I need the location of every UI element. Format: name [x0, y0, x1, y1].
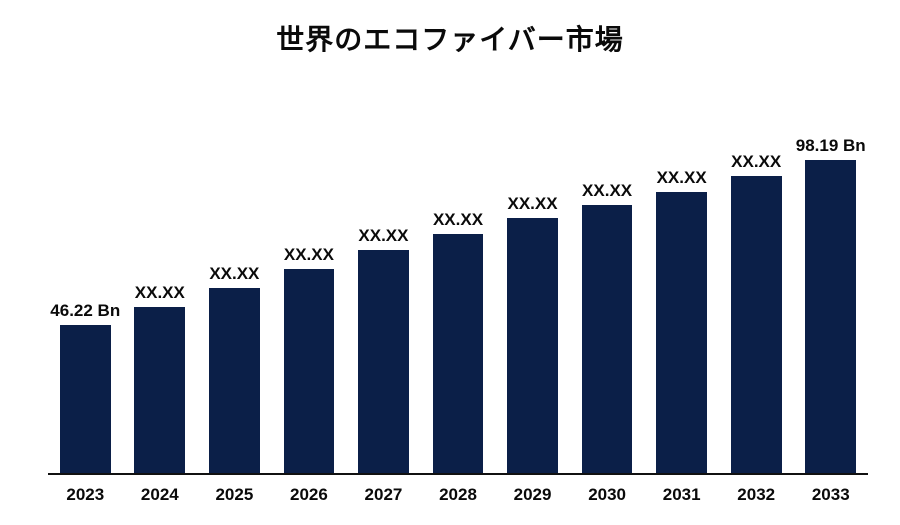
bar	[358, 250, 409, 473]
bar	[656, 192, 707, 473]
bar-slot: XX.XX	[197, 90, 272, 473]
bar	[209, 288, 260, 473]
bar-value-label: XX.XX	[731, 152, 781, 172]
bar	[582, 205, 633, 473]
bar-wrap: XX.XX	[495, 218, 570, 473]
bar-value-label: XX.XX	[582, 181, 632, 201]
bar-wrap: 46.22 Bn	[48, 325, 123, 473]
x-axis-tick: 2026	[272, 485, 347, 505]
bar	[433, 234, 484, 473]
bar-value-label: 46.22 Bn	[50, 301, 120, 321]
bar-wrap: XX.XX	[272, 269, 347, 473]
bar-wrap: XX.XX	[123, 307, 198, 473]
bar	[731, 176, 782, 473]
bar-wrap: 98.19 Bn	[793, 160, 868, 473]
bar-slot: XX.XX	[719, 90, 794, 473]
chart-title: 世界のエコファイバー市場	[0, 0, 900, 58]
bar	[805, 160, 856, 473]
bar-value-label: XX.XX	[358, 226, 408, 246]
bar	[60, 325, 111, 473]
bar-slot: XX.XX	[644, 90, 719, 473]
bar-wrap: XX.XX	[719, 176, 794, 473]
x-axis-tick: 2023	[48, 485, 123, 505]
x-axis-tick: 2032	[719, 485, 794, 505]
x-axis-tick: 2033	[793, 485, 868, 505]
bar-value-label: XX.XX	[209, 264, 259, 284]
bar-wrap: XX.XX	[197, 288, 272, 473]
x-axis-tick: 2028	[421, 485, 496, 505]
x-axis-tick: 2024	[123, 485, 198, 505]
bar-slot: XX.XX	[495, 90, 570, 473]
bar-value-label: XX.XX	[135, 283, 185, 303]
x-axis-tick: 2025	[197, 485, 272, 505]
bar-slot: 46.22 Bn	[48, 90, 123, 473]
bar	[284, 269, 335, 473]
bar	[507, 218, 558, 473]
bar-value-label: XX.XX	[508, 194, 558, 214]
bar-slot: 98.19 Bn	[793, 90, 868, 473]
bar-wrap: XX.XX	[421, 234, 496, 473]
x-axis-tick: 2030	[570, 485, 645, 505]
bar-value-label: 98.19 Bn	[796, 136, 866, 156]
bar-slot: XX.XX	[421, 90, 496, 473]
x-axis-tick: 2027	[346, 485, 421, 505]
bar-value-label: XX.XX	[657, 168, 707, 188]
x-axis-tick: 2031	[644, 485, 719, 505]
chart-plot-area: 46.22 BnXX.XXXX.XXXX.XXXX.XXXX.XXXX.XXXX…	[48, 90, 868, 475]
bar-wrap: XX.XX	[570, 205, 645, 473]
bar-value-label: XX.XX	[284, 245, 334, 265]
bar	[134, 307, 185, 473]
bar-slot: XX.XX	[346, 90, 421, 473]
x-axis: 2023202420252026202720282029203020312032…	[48, 485, 868, 505]
bar-slot: XX.XX	[570, 90, 645, 473]
bar-slot: XX.XX	[272, 90, 347, 473]
bar-wrap: XX.XX	[346, 250, 421, 473]
bar-slot: XX.XX	[123, 90, 198, 473]
bar-wrap: XX.XX	[644, 192, 719, 473]
bar-container: 46.22 BnXX.XXXX.XXXX.XXXX.XXXX.XXXX.XXXX…	[48, 90, 868, 475]
bar-value-label: XX.XX	[433, 210, 483, 230]
x-axis-tick: 2029	[495, 485, 570, 505]
